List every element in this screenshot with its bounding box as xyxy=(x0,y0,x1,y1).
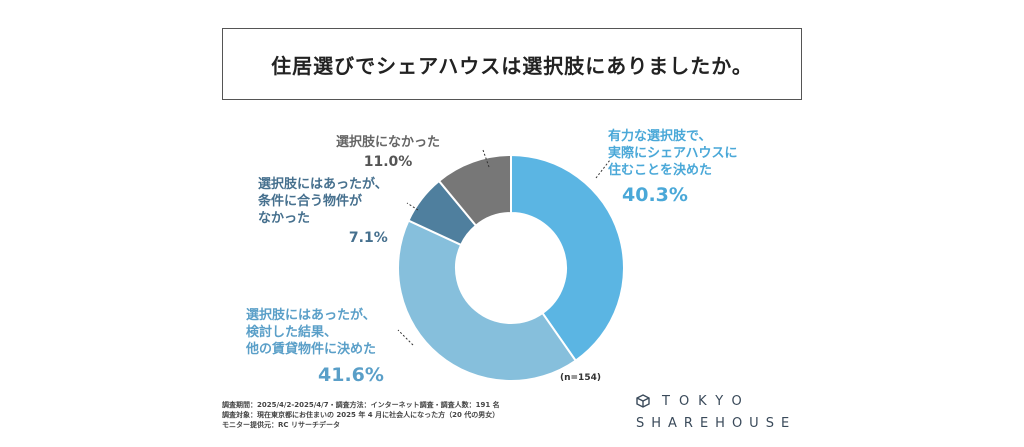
slice-label-line: 住むことを決めた xyxy=(608,163,713,178)
slice-percent: 7.1% xyxy=(348,230,388,246)
slice-label-line: 選択肢にはあったが、 xyxy=(246,308,376,323)
footnote-line: 調査対象：現在東京都にお住まいの 2025 年 4 月に社会人になった方（20 … xyxy=(222,411,500,419)
slice-label-decided-sharehouse: 有力な選択肢で、 実際にシェアハウスに 住むことを決めた 40.3% xyxy=(608,128,738,206)
sample-size-label: (n=154) xyxy=(560,373,601,383)
logo-text-sharehouse: SHAREHOUSE xyxy=(636,416,797,431)
title-box: 住居選びでシェアハウスは選択肢にありましたか。 xyxy=(222,28,802,100)
slice-percent: 41.6% xyxy=(318,364,384,386)
slice-percent: 11.0% xyxy=(363,154,413,170)
footnote-line: モニター提供元：RC リサーチデータ xyxy=(222,421,340,429)
slice-label-line: 有力な選択肢で、 xyxy=(608,129,712,144)
slice-label-line: 実際にシェアハウスに xyxy=(608,146,738,161)
slice-label-line: 選択肢になかった xyxy=(336,135,441,150)
slice-percent: 40.3% xyxy=(622,184,688,206)
footnote-line: 調査期間：2025/4/2-2025/4/7・調査方法：インターネット調査・調査… xyxy=(222,401,500,409)
footnotes: 調査期間：2025/4/2-2025/4/7・調査方法：インターネット調査・調査… xyxy=(222,400,500,430)
chart-title: 住居選びでシェアハウスは選択肢にありましたか。 xyxy=(271,53,753,78)
slice-label-chose-other: 選択肢にはあったが、 検討した結果、 他の賃貸物件に決めた 41.6% xyxy=(246,307,384,386)
slice-chose-other xyxy=(397,219,578,382)
logo-text-tokyo: TOKYO xyxy=(662,393,751,409)
slice-label-line: 条件に合う物件が xyxy=(258,194,363,209)
slice-decided-sharehouse xyxy=(510,153,625,363)
slice-label-line: 他の賃貸物件に決めた xyxy=(246,342,377,357)
leader-line xyxy=(397,329,414,346)
slice-label-line: 検討した結果、 xyxy=(246,325,338,340)
leader-line xyxy=(482,149,490,168)
building-cube-icon xyxy=(636,394,650,408)
slice-not-option xyxy=(437,153,512,228)
slice-label-line: 選択肢にはあったが、 xyxy=(258,177,388,192)
tokyo-sharehouse-logo: TOKYO SHAREHOUSE xyxy=(636,392,806,432)
slice-label-line: なかった xyxy=(258,211,311,226)
slice-label-not-option: 選択肢になかった 11.0% xyxy=(336,134,440,171)
slice-label-no-suitable: 選択肢にはあったが、 条件に合う物件が なかった 7.1% xyxy=(258,176,388,247)
